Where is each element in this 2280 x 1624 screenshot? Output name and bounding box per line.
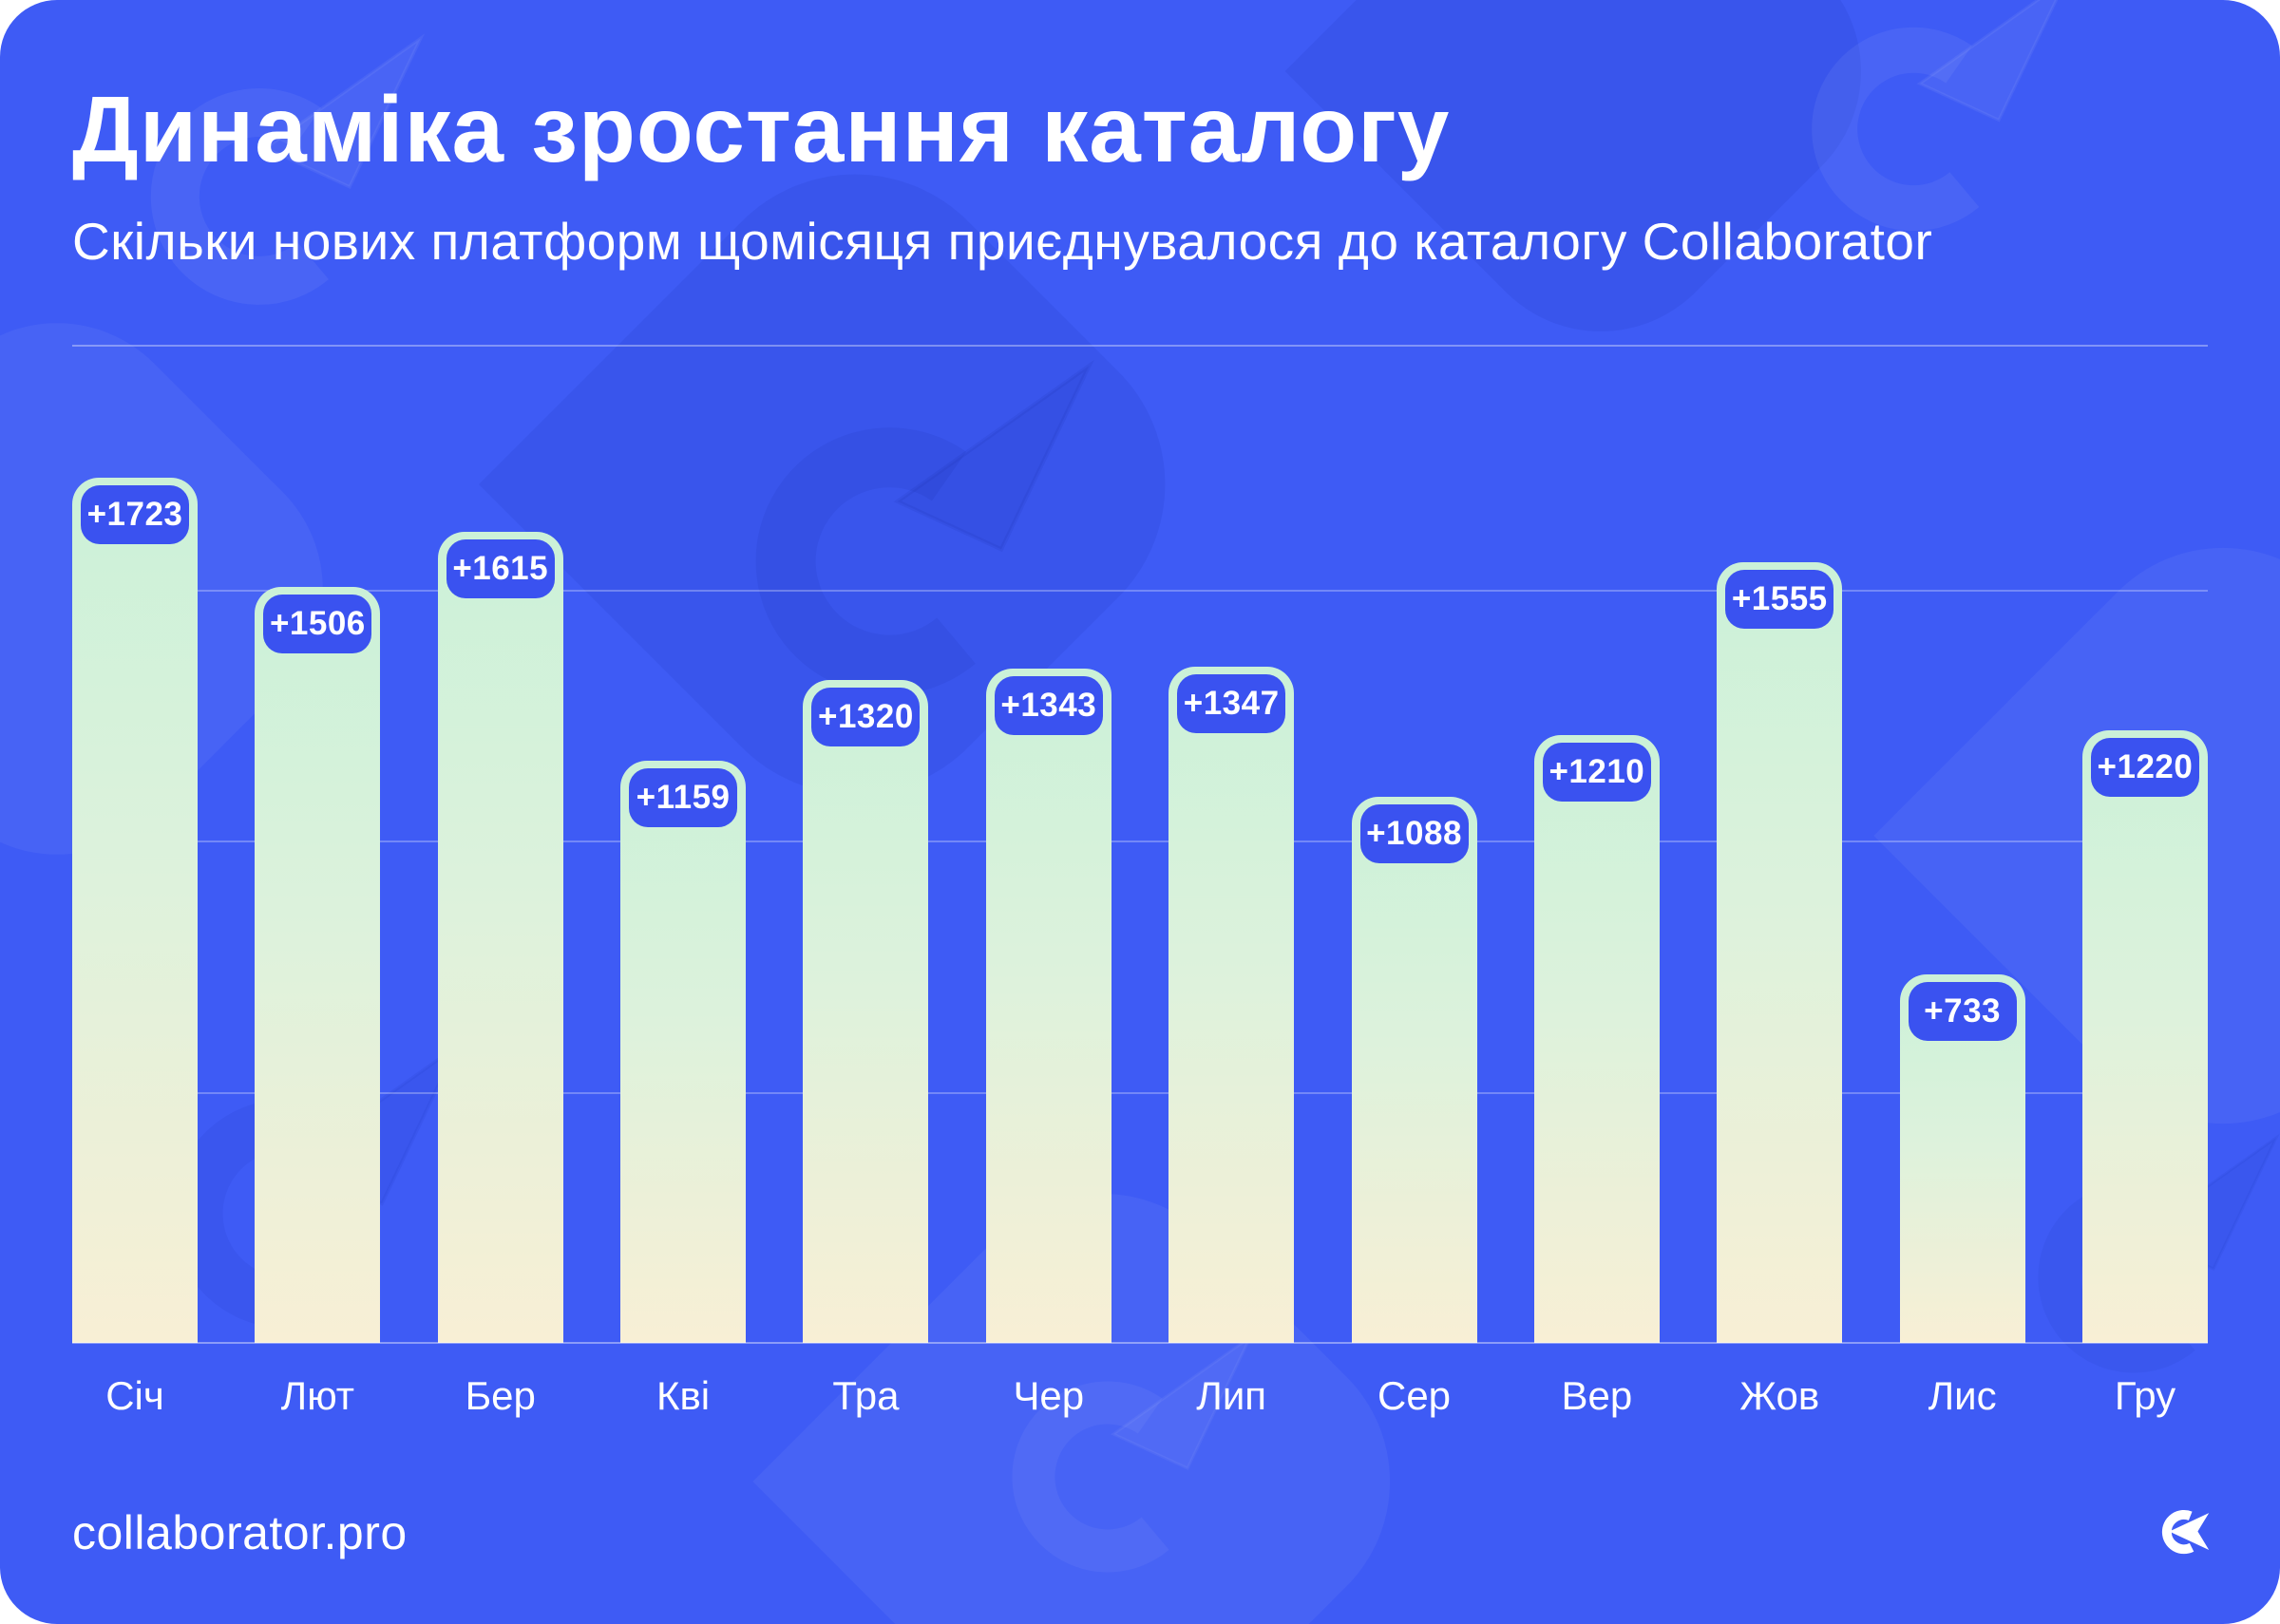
x-axis-labels: Січ Лют Бер Кві Тра Чер Лип Сер Вер Жов Лис Гру <box>72 1373 2208 1419</box>
x-axis-label: Сер <box>1377 1373 1452 1418</box>
bar-Гру: +1220 <box>2081 730 2208 1343</box>
header-divider <box>72 345 2208 347</box>
bar-Чер: +1343 <box>985 669 1112 1343</box>
bar-Лип: +1347 <box>1168 667 1295 1343</box>
bar-Лют: +1506 <box>255 587 381 1343</box>
gridline <box>72 840 2208 842</box>
value-badge: +1615 <box>446 539 555 598</box>
page-title: Динаміка зростання каталогу <box>72 77 1451 181</box>
x-axis-line <box>72 1342 2208 1344</box>
value-badge: +1347 <box>1177 674 1286 733</box>
bar-Тра: +1320 <box>803 680 929 1343</box>
x-axis-label: Бер <box>465 1373 536 1418</box>
bar-Кві: +1159 <box>620 761 747 1343</box>
value-badge: +1723 <box>81 485 189 544</box>
x-axis-label: Лют <box>280 1373 355 1418</box>
gridline <box>72 590 2208 592</box>
value-badge: +1506 <box>263 595 372 653</box>
value-badge: +1088 <box>1359 804 1469 863</box>
value-badge: +733 <box>1908 982 2017 1041</box>
bar-Сер: +1088 <box>1351 797 1477 1343</box>
x-axis-label: Січ <box>105 1373 164 1418</box>
x-axis-label: Вер <box>1561 1373 1633 1418</box>
bar-Бер: +1615 <box>437 532 563 1343</box>
x-axis-label: Кві <box>656 1373 711 1418</box>
bar-Вер: +1210 <box>1533 735 1660 1343</box>
x-axis-label: Жов <box>1739 1373 1820 1418</box>
value-badge: +1555 <box>1725 570 1834 629</box>
bar-Січ: +1723 <box>72 478 198 1343</box>
bar-chart: +1723 +1506 +1615 +1159 +1320 +1343 +1347 +1088… <box>72 478 2208 1343</box>
bar-Лис: +733 <box>1899 974 2025 1343</box>
value-badge: +1159 <box>629 768 738 827</box>
x-axis-label: Гру <box>2114 1373 2176 1418</box>
gridline <box>72 1092 2208 1094</box>
value-badge: +1320 <box>811 688 921 746</box>
bar-Жов: +1555 <box>1717 562 1843 1343</box>
x-axis-label: Лип <box>1196 1373 1267 1418</box>
x-axis-label: Тра <box>832 1373 900 1418</box>
page-subtitle: Скільки нових платформ щомісяця приєднув… <box>72 212 1933 271</box>
value-badge: +1210 <box>1542 743 1651 802</box>
x-axis-label: Чер <box>1013 1373 1085 1418</box>
value-badge: +1220 <box>2090 738 2199 797</box>
value-badge: +1343 <box>994 676 1103 735</box>
x-axis-label: Лис <box>1928 1373 1997 1418</box>
collaborator-logo-icon <box>2161 1509 2210 1555</box>
website-url: collaborator.pro <box>72 1506 408 1559</box>
